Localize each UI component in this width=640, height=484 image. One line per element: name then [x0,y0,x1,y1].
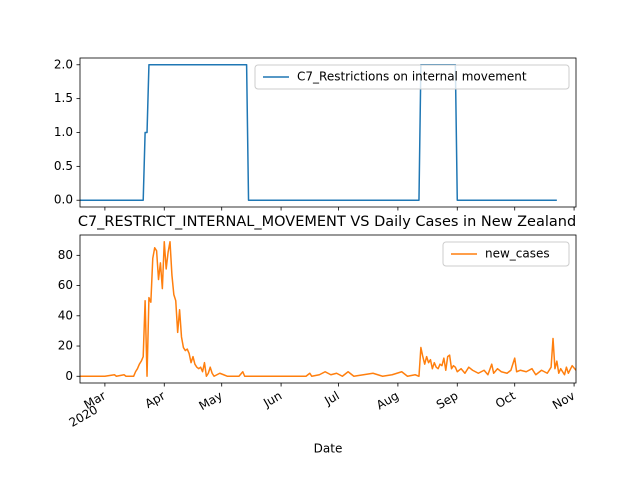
x-tick-label: Aug [374,389,401,413]
y-tick-label: 0.5 [54,159,73,173]
y-tick-label: 0 [65,369,73,383]
y-tick-label: 1.0 [54,125,73,139]
x-tick-label: Sep [434,389,461,412]
y-tick-label: 0.0 [54,193,73,207]
data-line [80,240,576,378]
x-tick-year: 2020 [67,403,100,430]
x-tick-label: Jul [321,389,341,409]
y-tick-label: 2.0 [54,57,73,71]
x-tick-label: Nov [550,389,577,413]
y-tick-label: 80 [58,248,73,262]
legend-label: C7_Restrictions on internal movement [297,70,527,84]
legend-box [442,241,570,267]
y-tick-label: 60 [58,278,73,292]
y-tick-label: 40 [58,308,73,322]
x-tick-label: Jun [260,389,284,411]
axes-frame [79,234,577,384]
axes-frame [79,57,577,208]
x-tick-label: May [196,389,224,414]
x-tick-label: Apr [143,388,168,411]
y-tick-label: 1.5 [54,91,73,105]
legend-box [254,64,570,90]
chart-title: C7_RESTRICT_INTERNAL_MOVEMENT VS Daily C… [78,214,576,230]
x-axis-label: Date [314,442,343,456]
legend-label: new_cases [485,247,550,261]
x-tick-label: Oct [493,388,518,411]
y-tick-label: 20 [58,339,73,353]
